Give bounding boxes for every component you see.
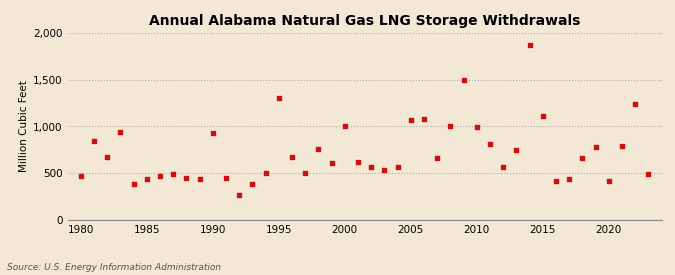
Point [352,160,363,164]
Point [511,148,522,152]
Point [128,182,139,187]
Point [471,125,482,130]
Point [221,176,232,180]
Point [551,178,562,183]
Point [155,174,165,178]
Point [603,178,614,183]
Point [141,177,152,181]
Point [445,124,456,129]
Point [115,130,126,134]
Point [326,161,337,165]
Point [247,181,258,186]
Point [181,176,192,180]
Point [616,144,627,148]
Point [88,138,99,143]
Point [643,172,653,176]
Point [273,96,284,101]
Point [630,102,641,106]
Point [313,147,324,151]
Point [564,177,574,181]
Point [194,177,205,181]
Point [366,164,377,169]
Point [405,118,416,122]
Point [260,171,271,175]
Point [76,174,86,178]
Point [379,167,389,172]
Point [497,164,508,169]
Point [577,156,588,161]
Y-axis label: Million Cubic Feet: Million Cubic Feet [19,81,29,172]
Point [234,192,244,197]
Point [167,172,178,176]
Point [392,164,403,169]
Point [300,171,310,175]
Point [524,43,535,47]
Point [537,114,548,119]
Point [458,78,469,82]
Point [432,156,443,161]
Point [590,145,601,149]
Point [418,117,429,121]
Text: Source: U.S. Energy Information Administration: Source: U.S. Energy Information Administ… [7,263,221,272]
Point [485,142,495,147]
Point [102,155,113,160]
Title: Annual Alabama Natural Gas LNG Storage Withdrawals: Annual Alabama Natural Gas LNG Storage W… [148,14,580,28]
Point [340,123,350,128]
Point [207,131,218,135]
Point [286,155,297,160]
